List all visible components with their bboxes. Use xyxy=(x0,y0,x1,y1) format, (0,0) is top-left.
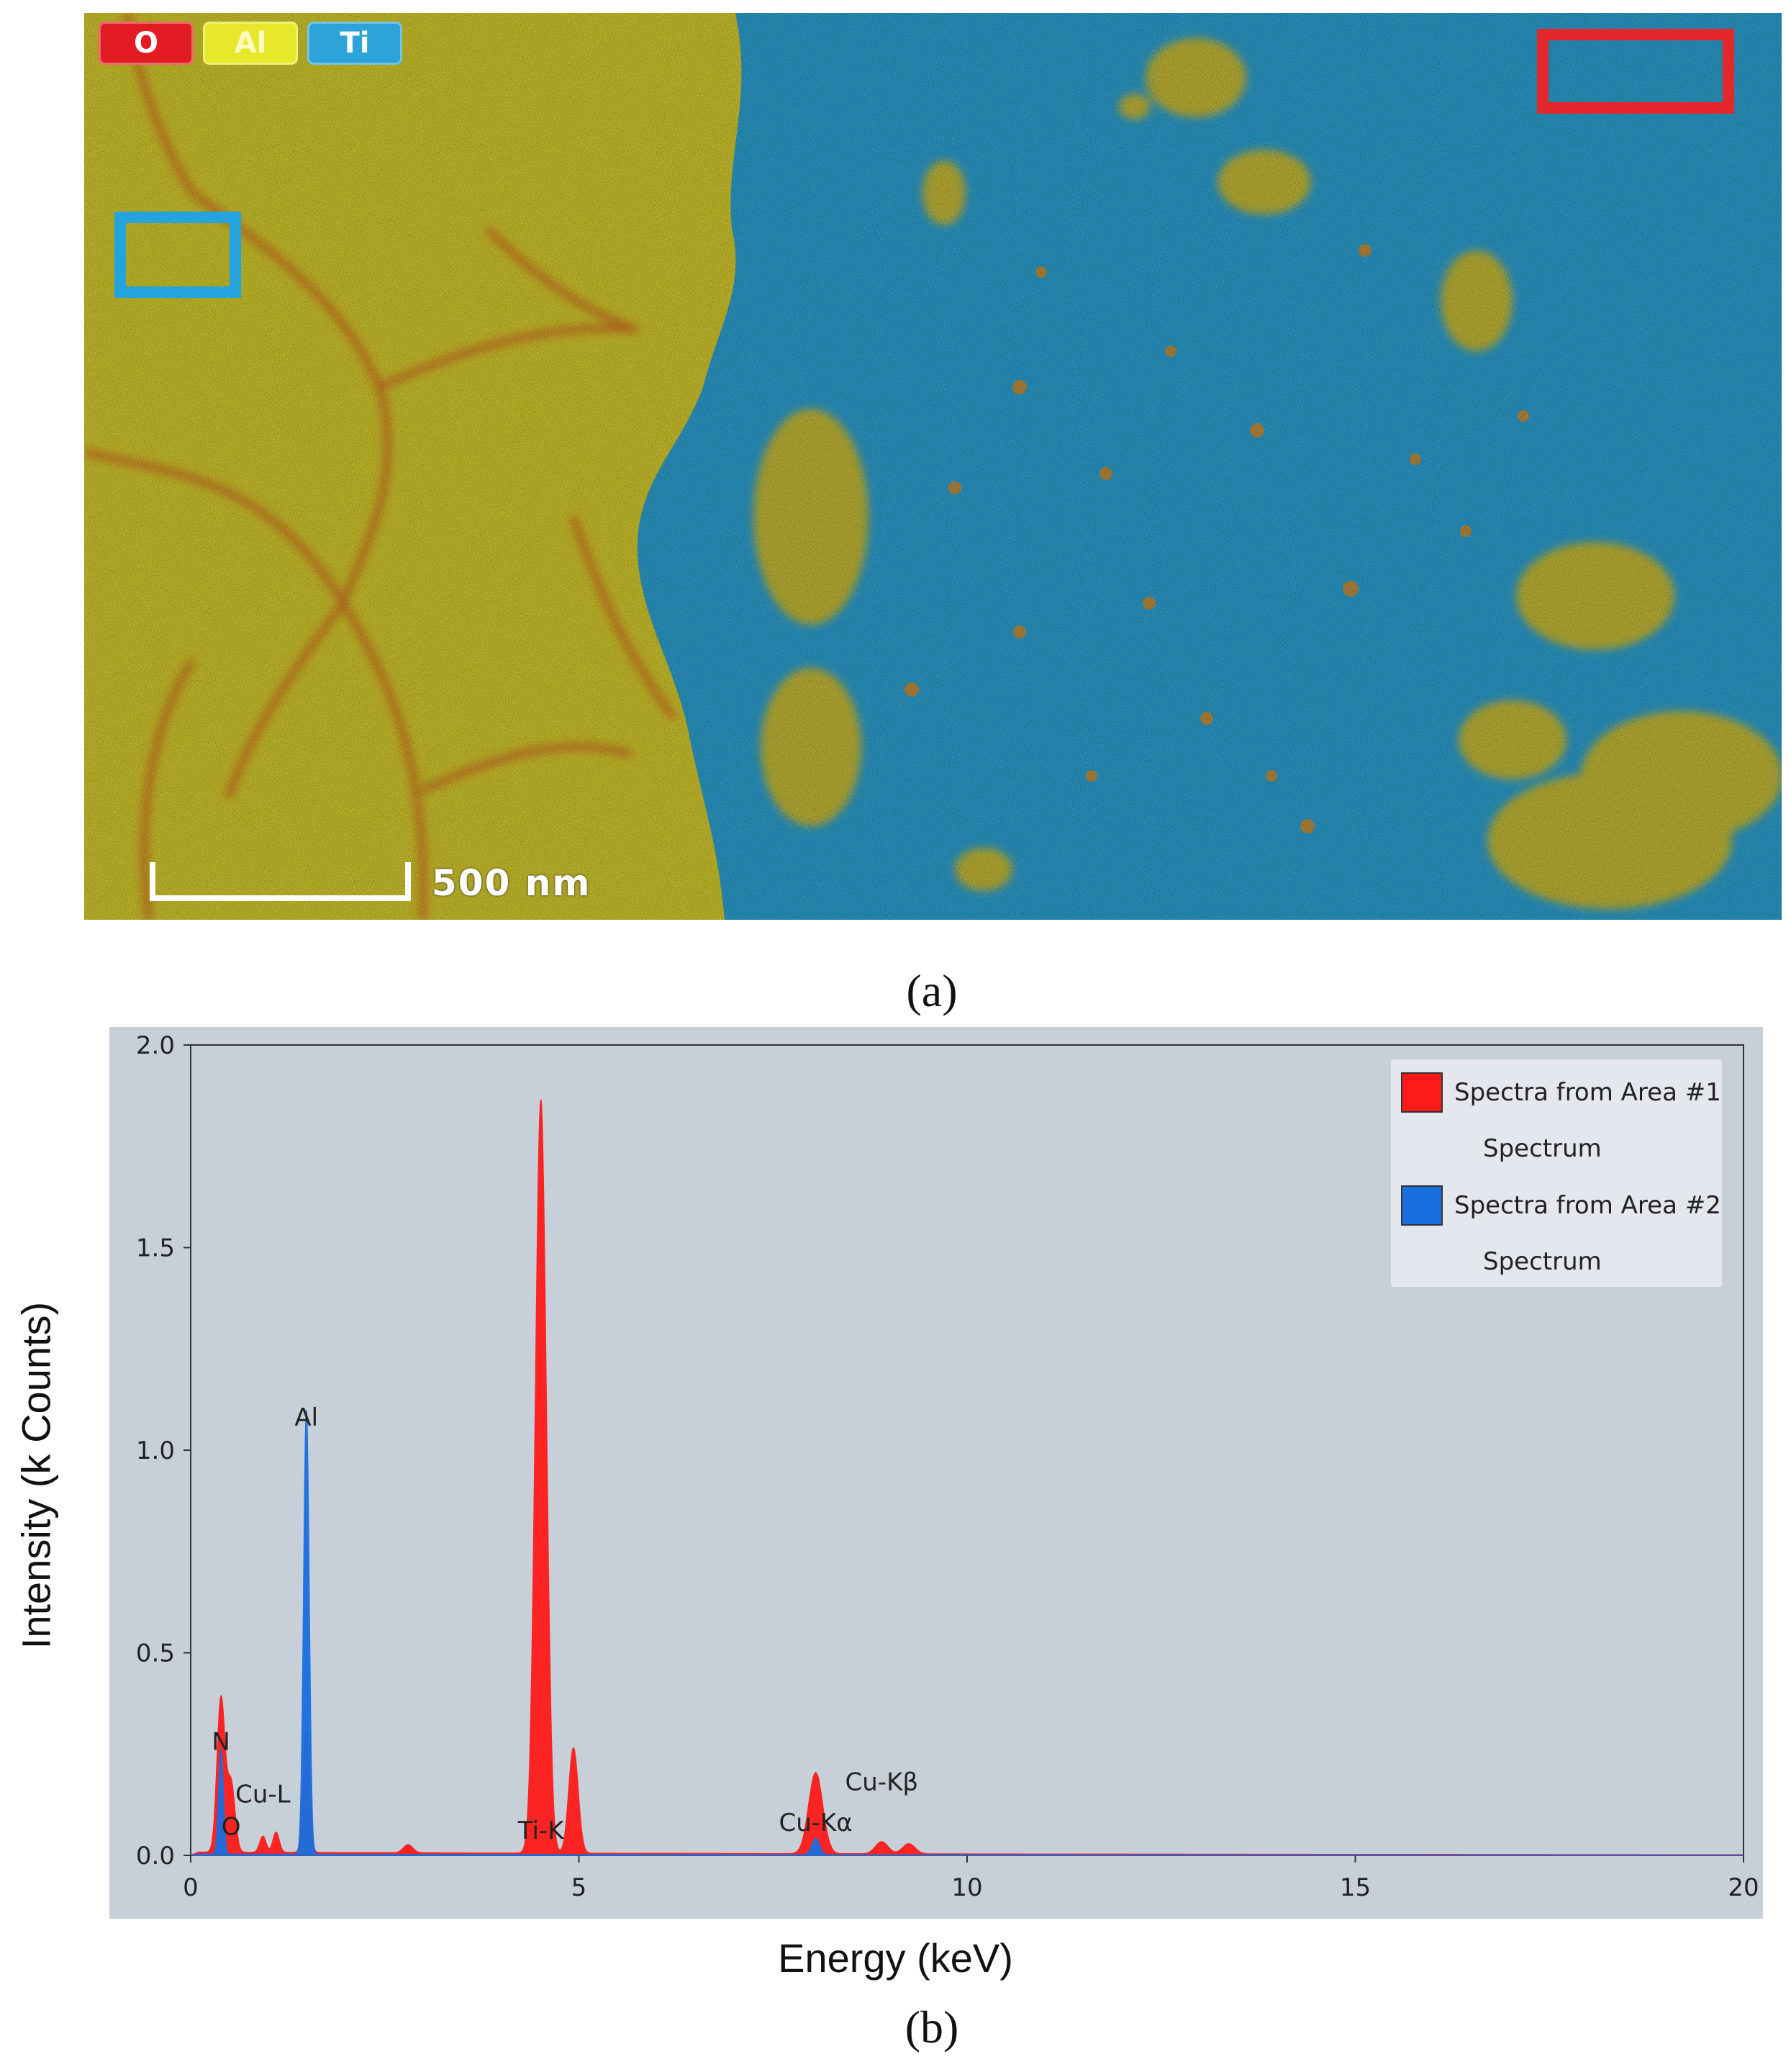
legend-chip-o: O xyxy=(99,22,194,65)
peak-label: Cu-L xyxy=(235,1780,291,1809)
y-tick-label: 1.5 xyxy=(136,1234,175,1263)
scale-bar-label: 500 nm xyxy=(432,862,591,904)
legend-swatch-area-2 xyxy=(1401,1185,1443,1226)
peak-label: Al xyxy=(294,1403,318,1432)
x-tick-label: 5 xyxy=(571,1873,587,1902)
x-axis-title: Energy (keV) xyxy=(778,1935,1013,1981)
x-tick-label: 0 xyxy=(183,1873,199,1902)
legend-label-area-1: Spectra from Area #1 xyxy=(1454,1078,1721,1107)
x-tick-label: 10 xyxy=(951,1873,982,1902)
caption-a: (a) xyxy=(906,965,958,1016)
peak-label: N xyxy=(212,1727,230,1756)
y-tick-label: 0.5 xyxy=(136,1639,175,1668)
legend-chip-ti: Ti xyxy=(307,22,402,65)
y-tick-label: 1.0 xyxy=(136,1437,175,1465)
map-image xyxy=(84,13,1782,920)
scale-bar xyxy=(150,862,411,901)
peak-label: Cu-Kβ xyxy=(845,1768,919,1797)
area-2-marker xyxy=(114,212,241,298)
peak-label: O xyxy=(222,1812,241,1841)
x-tick-label: 20 xyxy=(1728,1873,1759,1902)
x-tick-label: 15 xyxy=(1340,1873,1371,1902)
legend-label-area-2: Spectra from Area #2 xyxy=(1454,1191,1721,1220)
peak-label: Cu-Kα xyxy=(779,1809,852,1837)
y-tick-label: 2.0 xyxy=(136,1031,175,1060)
area-1-marker xyxy=(1537,29,1734,114)
eds-elemental-map: O Al Ti 500 nm xyxy=(84,13,1782,920)
legend-sub-area-2: Spectrum xyxy=(1483,1247,1602,1276)
y-tick-label: 0.0 xyxy=(136,1842,175,1870)
series-area-2 xyxy=(190,1410,1744,1856)
y-axis-title: Intensity (k Counts) xyxy=(13,1301,59,1650)
legend-sub-area-1: Spectrum xyxy=(1483,1134,1602,1163)
peak-label: Ti-K xyxy=(517,1817,565,1845)
chart-legend: Spectra from Area #1 Spectrum Spectra fr… xyxy=(1391,1059,1722,1287)
legend-swatch-area-1 xyxy=(1401,1072,1443,1113)
legend-chip-al: Al xyxy=(203,22,298,65)
caption-b: (b) xyxy=(904,2001,959,2053)
